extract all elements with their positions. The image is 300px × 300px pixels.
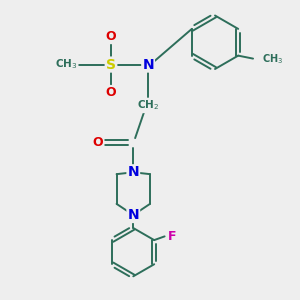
Text: N: N [142,58,154,71]
Text: O: O [106,30,116,43]
Text: CH$_3$: CH$_3$ [262,52,284,65]
Text: N: N [128,165,139,179]
Text: S: S [106,58,116,71]
Text: CH$_2$: CH$_2$ [137,98,159,112]
Text: O: O [93,136,103,149]
Text: O: O [106,86,116,99]
Text: N: N [128,208,139,222]
Text: F: F [168,230,176,243]
Text: CH$_3$: CH$_3$ [55,58,78,71]
